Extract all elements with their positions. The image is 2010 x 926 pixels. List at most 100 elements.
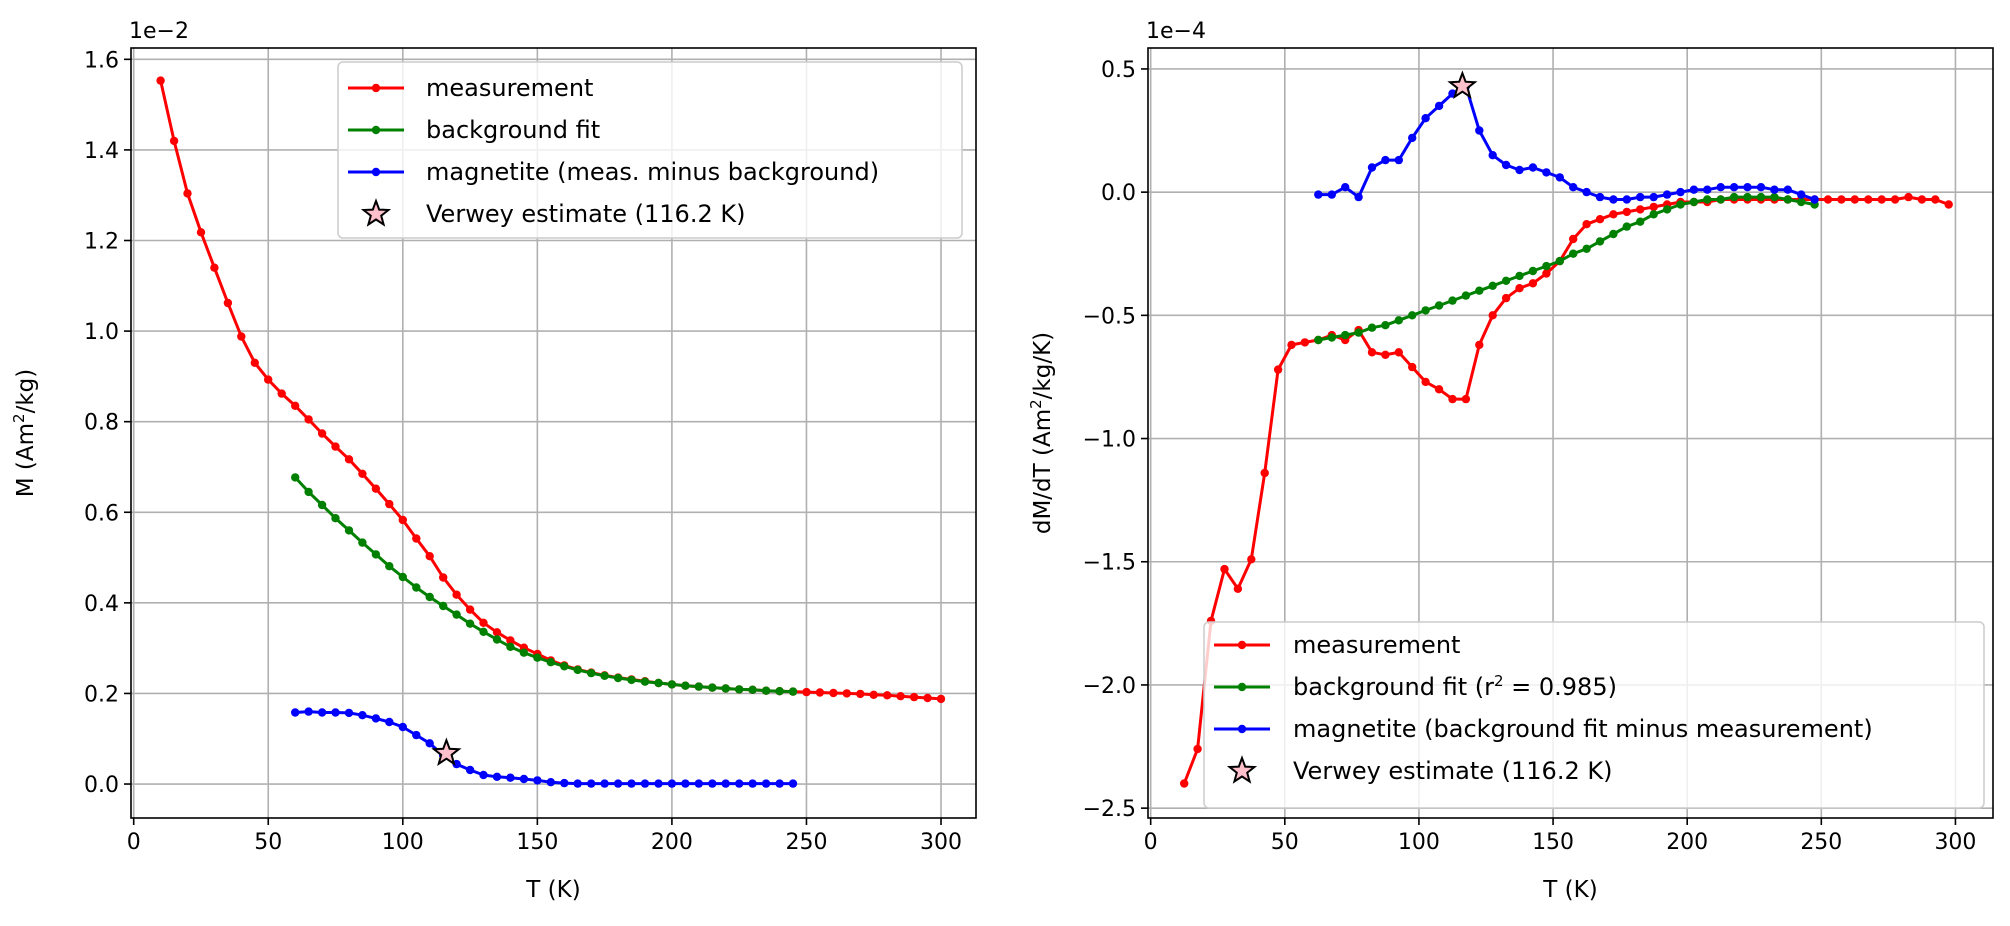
data-point [842,689,851,698]
data-point [412,583,421,592]
legend-box [337,61,963,239]
data-point [291,708,300,717]
data-point [1609,210,1618,219]
data-point [425,552,434,561]
data-point [1582,220,1591,229]
data-point [1609,195,1618,204]
data-point [802,687,811,697]
x-tick-label: 200 [1666,830,1708,855]
chart-1: 0 50 100 150 200 250 300 0.0 0.2 0.4 0.6 0.8 1.0 1.2 1… [10,19,977,903]
data-point [1783,195,1793,204]
data-point [681,779,690,788]
data-point [1327,333,1337,342]
legend-item: Verwey estimate (116.2 K) [1226,755,1612,785]
y-tick-label: −0.5 [1083,304,1136,329]
y-tick-label: −2.5 [1083,797,1136,822]
data-point [1448,296,1457,305]
data-point [506,636,515,645]
data-point [210,263,219,272]
data-point [1367,163,1377,172]
data-point [1676,200,1685,209]
data-point [1488,151,1497,160]
legend-label: magnetite (background fit minus measurem… [1293,715,1873,743]
data-point [1649,210,1658,219]
data-point [317,429,327,438]
data-point [654,678,663,688]
x-tick-label: 300 [920,830,962,855]
data-point [1783,185,1793,194]
axes-frame [130,47,977,819]
y-tick-label: 0.2 [84,682,119,707]
y-tick-label: −1.0 [1083,428,1136,453]
data-point [506,642,515,651]
legend-marker [1237,724,1247,734]
data-point [1689,197,1699,207]
legend: measurement background fit magnetite (meas… [337,61,963,239]
data-point [1461,291,1471,300]
y-tick-label: 0.0 [84,773,119,798]
legend-star-icon [360,198,392,227]
series-2 [291,473,798,696]
data-point [385,717,394,727]
data-point [1756,192,1766,202]
data-point [264,375,273,384]
data-point [465,765,475,775]
data-point [331,442,340,451]
data-point [1341,330,1350,340]
data-point [681,681,690,690]
data-point [640,677,650,686]
data-point [1408,362,1417,372]
data-point [546,778,555,787]
data-point [896,692,905,701]
y-tick-label: −2.0 [1083,674,1136,699]
data-point [412,534,421,543]
data-point [183,189,192,198]
data-point [1354,192,1363,202]
data-point [560,662,569,671]
data-point [708,683,717,692]
data-point [371,484,381,493]
data-point [1542,168,1551,177]
data-point [1287,340,1296,350]
data-point [1193,744,1202,754]
data-point [1770,192,1779,202]
data-point [1354,328,1363,337]
data-point [492,635,502,644]
chart-2: 0 50 100 150 200 250 300 −2.5 −2.0 −1.5 −1.0 −0.5 0.… [1027,19,1994,903]
verwey-marker [1447,70,1478,99]
data-point [1729,192,1739,202]
y-tick-label: −1.5 [1083,551,1136,576]
data-point [1434,385,1444,394]
data-point [1609,229,1618,239]
x-tick-label: 250 [1800,830,1842,855]
data-point [1743,183,1752,192]
data-point [883,691,892,700]
x-tick-label: 100 [1398,830,1440,855]
data-point [573,779,582,788]
x-tick-label: 200 [651,830,693,855]
data-point [1622,222,1632,231]
data-point [519,648,529,657]
data-point [304,707,313,716]
data-point [1595,237,1605,246]
data-point [694,779,703,788]
data-point [1555,173,1565,182]
data-point [492,628,502,637]
data-point [1823,195,1833,204]
data-point [1810,195,1819,204]
data-point [1850,195,1860,204]
data-point [1528,163,1538,172]
data-point [1904,192,1913,202]
data-point [1528,266,1538,276]
offset-label-exp: −4 [1174,19,1206,44]
legend-label-pre: background fit (r [1293,673,1494,701]
data-point [546,658,555,667]
data-point [519,774,529,784]
data-point [1314,335,1323,345]
offset-label: 1e−4 [1146,19,1206,44]
legend-label: background fit [426,116,600,144]
data-point [1394,155,1404,165]
x-tick-label: 300 [1934,830,1976,855]
data-point [533,776,542,785]
data-point [1515,165,1524,175]
